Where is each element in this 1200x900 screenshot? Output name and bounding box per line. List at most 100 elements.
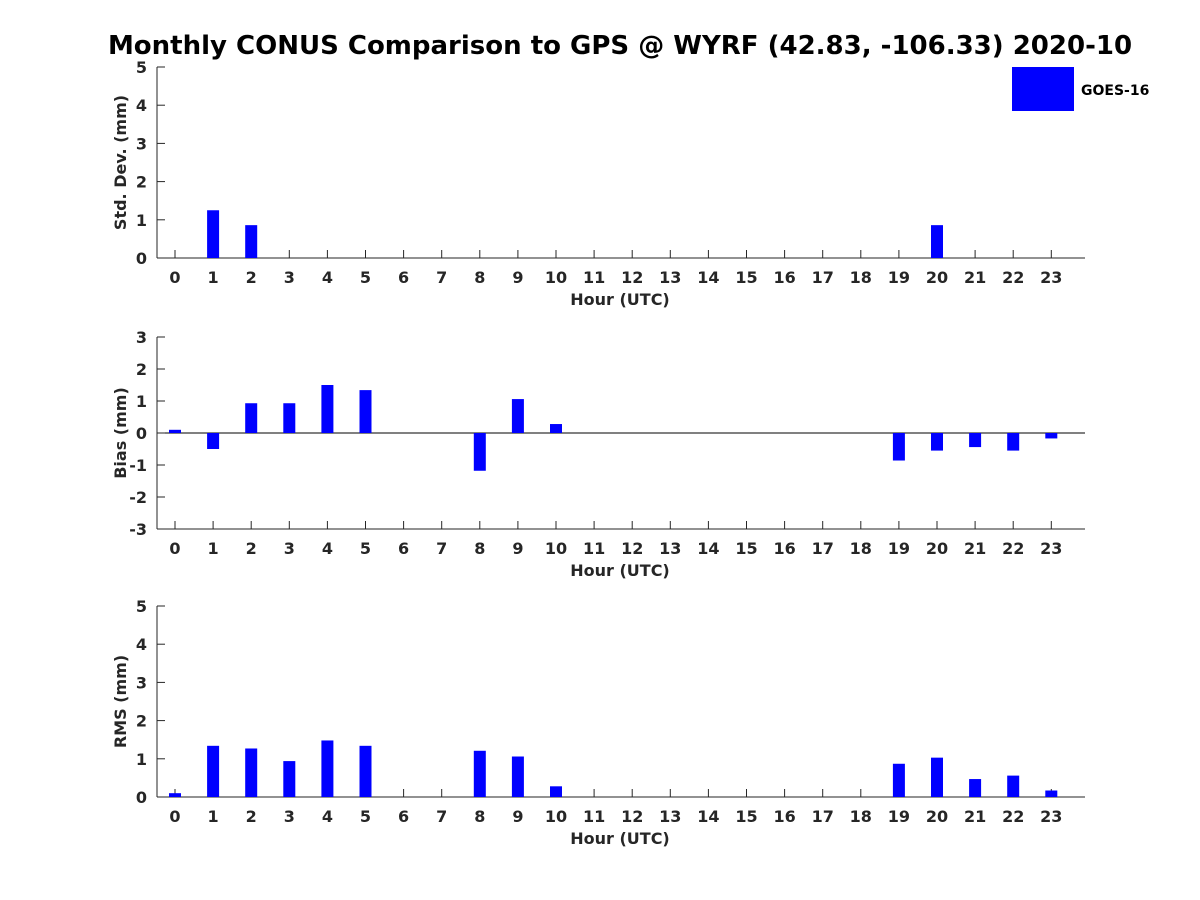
x-tick-label: 16 (773, 807, 795, 826)
x-tick-label: 7 (436, 268, 447, 287)
y-tick-label: 0 (136, 788, 147, 807)
bar (892, 433, 905, 461)
bar (931, 433, 943, 451)
bar (1045, 790, 1058, 797)
x-tick-label: 5 (360, 807, 371, 826)
x-tick-label: 14 (697, 539, 719, 558)
x-tick-label: 7 (436, 539, 447, 558)
x-tick-label: 19 (888, 539, 910, 558)
bar (550, 424, 562, 433)
x-tick-label: 15 (735, 539, 757, 558)
x-tick-label: 0 (169, 268, 180, 287)
y-tick-label: 2 (136, 360, 147, 379)
x-tick-label: 4 (322, 268, 333, 287)
x-axis-label: Hour (UTC) (570, 829, 670, 848)
x-tick-label: 16 (773, 539, 795, 558)
x-tick-label: 14 (697, 807, 719, 826)
bar (969, 433, 982, 448)
x-tick-label: 17 (812, 539, 834, 558)
bar (207, 210, 220, 258)
bar (473, 433, 486, 471)
bar (359, 745, 372, 797)
y-tick-label: 5 (136, 58, 147, 77)
x-tick-label: 0 (169, 539, 180, 558)
y-tick-label: 2 (136, 173, 147, 192)
x-tick-label: 10 (545, 268, 567, 287)
x-tick-label: 9 (512, 807, 523, 826)
x-tick-label: 15 (735, 268, 757, 287)
x-tick-label: 15 (735, 807, 757, 826)
bar (1007, 433, 1020, 451)
x-tick-label: 13 (659, 539, 681, 558)
bar (207, 745, 220, 797)
bar (931, 225, 943, 258)
bar (511, 756, 524, 797)
x-tick-label: 17 (812, 807, 834, 826)
x-tick-label: 4 (322, 539, 333, 558)
x-tick-label: 23 (1040, 268, 1062, 287)
x-tick-label: 21 (964, 268, 986, 287)
x-tick-label: 18 (850, 268, 872, 287)
bar (283, 761, 296, 797)
bar (511, 399, 524, 433)
x-tick-label: 18 (850, 807, 872, 826)
x-tick-label: 13 (659, 807, 681, 826)
x-axis-label: Hour (UTC) (570, 561, 670, 580)
x-tick-label: 8 (474, 268, 485, 287)
x-axis-label: Hour (UTC) (570, 290, 670, 309)
x-tick-label: 2 (246, 807, 257, 826)
x-tick-label: 12 (621, 807, 643, 826)
x-tick-label: 14 (697, 268, 719, 287)
y-tick-label: 3 (136, 328, 147, 347)
x-tick-label: 5 (360, 268, 371, 287)
y-tick-label: 1 (136, 392, 147, 411)
y-tick-label: 0 (136, 249, 147, 268)
x-tick-label: 11 (583, 268, 605, 287)
y-tick-label: 1 (136, 750, 147, 769)
chart-title: Monthly CONUS Comparison to GPS @ WYRF (… (108, 31, 1132, 61)
x-tick-label: 12 (621, 268, 643, 287)
x-tick-label: 0 (169, 807, 180, 826)
x-tick-label: 12 (621, 539, 643, 558)
bar (473, 750, 486, 797)
x-tick-label: 8 (474, 539, 485, 558)
x-tick-label: 5 (360, 539, 371, 558)
y-axis-label: Std. Dev. (mm) (111, 95, 130, 230)
legend: GOES-16 (1012, 67, 1149, 111)
legend-swatch (1012, 67, 1074, 111)
x-tick-label: 11 (583, 807, 605, 826)
x-tick-label: 22 (1002, 268, 1024, 287)
x-tick-label: 11 (583, 539, 605, 558)
x-tick-label: 7 (436, 807, 447, 826)
y-axis-label: RMS (mm) (111, 655, 130, 748)
x-tick-label: 9 (512, 268, 523, 287)
bar (1007, 775, 1020, 797)
y-tick-label: 3 (136, 673, 147, 692)
x-tick-label: 9 (512, 539, 523, 558)
bar (283, 403, 296, 433)
y-tick-label: -3 (129, 520, 147, 539)
x-tick-label: 13 (659, 268, 681, 287)
bar (321, 740, 334, 797)
y-tick-label: 1 (136, 211, 147, 230)
bar (245, 225, 258, 258)
x-tick-label: 20 (926, 268, 948, 287)
y-tick-label: -2 (129, 488, 147, 507)
x-tick-label: 8 (474, 807, 485, 826)
x-tick-label: 3 (284, 268, 295, 287)
x-tick-label: 23 (1040, 539, 1062, 558)
bar (245, 403, 258, 433)
x-tick-label: 4 (322, 807, 333, 826)
y-tick-label: 3 (136, 134, 147, 153)
x-tick-label: 6 (398, 539, 409, 558)
y-tick-label: -1 (129, 456, 147, 475)
x-tick-label: 20 (926, 807, 948, 826)
bar (892, 763, 905, 797)
y-tick-label: 0 (136, 424, 147, 443)
x-tick-label: 6 (398, 807, 409, 826)
bar (207, 433, 220, 449)
